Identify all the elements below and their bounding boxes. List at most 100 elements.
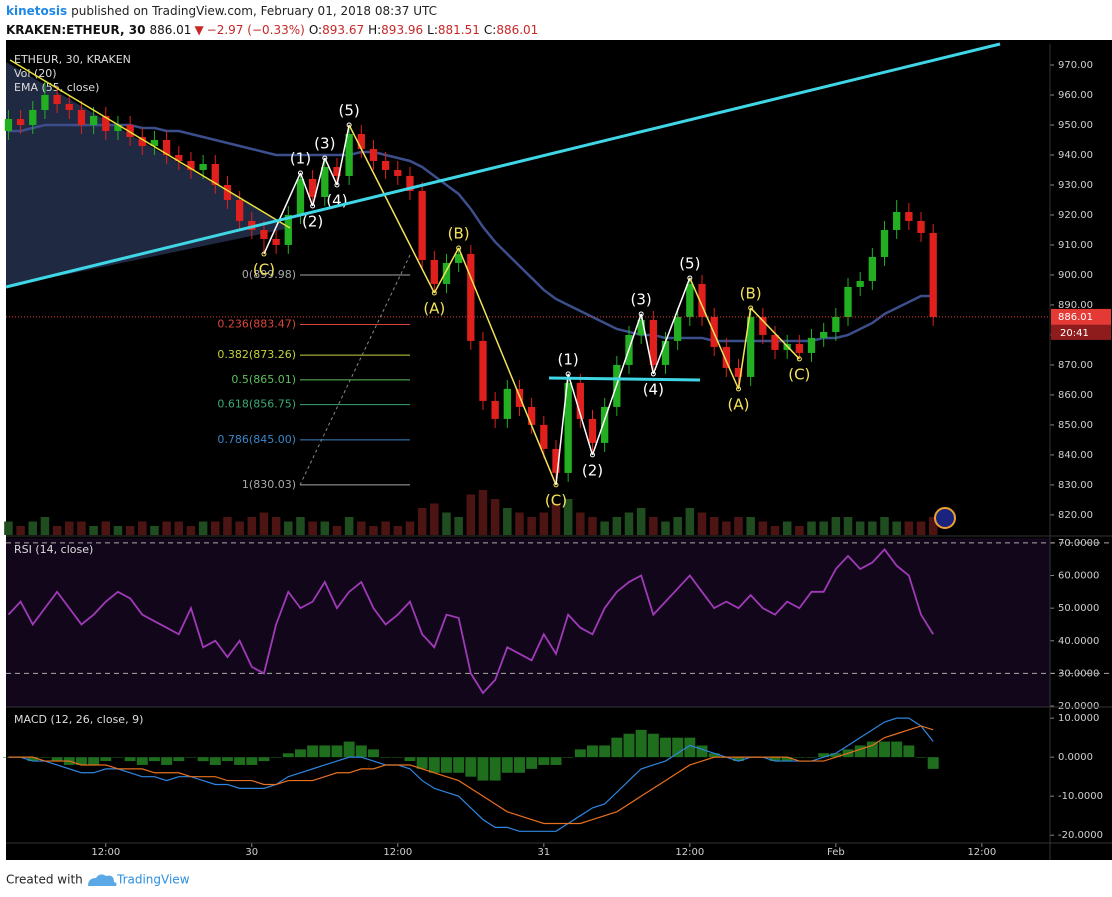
trend-line-cyan: [5, 42, 1001, 289]
volume-bar: [89, 526, 98, 535]
histogram-bar: [221, 757, 233, 762]
histogram-bar: [526, 757, 538, 769]
y-tick-label: 920.00: [1058, 210, 1093, 221]
header-line2: KRAKEN:ETHEUR, 30 886.01 ▼ −2.97 (−0.33%) O:…: [6, 23, 538, 37]
rsi-bg: [6, 538, 1050, 707]
histogram-bar: [818, 753, 830, 758]
histogram-bar: [574, 749, 586, 758]
candle-body: [564, 382, 572, 473]
volume-bar: [393, 526, 403, 535]
y-tick-label: 10.0000: [1058, 713, 1099, 724]
histogram-bar: [562, 757, 574, 758]
candle-body: [601, 406, 609, 443]
wave-line: [689, 277, 740, 390]
candle-body: [868, 256, 876, 281]
histogram-bar: [684, 737, 696, 758]
candle-body: [442, 262, 451, 284]
published: published on TradingView.com, February 0…: [71, 4, 437, 18]
candle-body: [406, 175, 414, 191]
candle-body: [284, 214, 292, 245]
volume-bar: [503, 508, 512, 535]
candle-body: [467, 253, 475, 341]
wave-line: [737, 307, 752, 390]
candle-body: [394, 169, 402, 176]
volume-bar: [892, 521, 901, 535]
x-tick-label: 12:00: [383, 847, 412, 858]
histogram-bar: [124, 757, 136, 762]
histogram-bar: [209, 757, 221, 765]
candle-body: [552, 448, 560, 473]
candle-body: [333, 166, 341, 176]
volume-bar: [150, 526, 159, 535]
symbol: KRAKEN:ETHEUR, 30: [6, 23, 145, 37]
wave-line: [348, 124, 435, 294]
candle-body: [674, 316, 682, 341]
x-tick-label: 12:00: [91, 847, 120, 858]
last-price-label: 886.01: [1058, 312, 1093, 323]
rsi-line: [7, 548, 934, 695]
histogram-bar: [854, 745, 866, 758]
author: kinetosis: [6, 4, 67, 18]
footer-brand[interactable]: TradingView: [116, 873, 190, 887]
ohlc-label: H:: [368, 23, 381, 37]
candle-body: [138, 136, 146, 146]
candle-body: [528, 406, 536, 425]
volume-bar: [259, 512, 269, 535]
wave-line: [640, 313, 655, 375]
histogram-bar: [51, 757, 63, 762]
countdown-box: [1051, 324, 1111, 340]
volume-bar: [284, 521, 293, 535]
volume-bar: [430, 503, 439, 535]
volume-bar: [770, 526, 780, 535]
histogram-bar: [635, 729, 647, 758]
histogram-bar: [428, 757, 440, 773]
wave-point: [456, 245, 462, 251]
histogram-bar: [39, 757, 51, 758]
volume-bar: [904, 521, 914, 535]
x-tick-label: 30: [245, 847, 258, 858]
histogram-bar: [173, 757, 185, 762]
macd-line: [8, 725, 934, 825]
fib-diagonal: [299, 254, 411, 486]
candle-body: [698, 283, 706, 317]
candle-body: [296, 178, 305, 215]
volume-bar: [685, 508, 695, 535]
y-tick-label: 60.0000: [1058, 571, 1099, 582]
volume-bar: [381, 521, 390, 535]
volume-bar: [296, 517, 305, 535]
replay-icon[interactable]: [934, 507, 956, 529]
histogram-bar: [647, 733, 659, 758]
y-tick-label: 950.00: [1058, 120, 1093, 131]
y-tick-label: 930.00: [1058, 180, 1093, 191]
volume-bar: [357, 521, 366, 535]
logo: [88, 874, 117, 886]
candle-body: [430, 259, 438, 284]
fib-label: 0(899.98): [242, 268, 296, 281]
candle-body: [223, 184, 232, 200]
candle-body: [369, 148, 378, 161]
histogram-bar: [660, 737, 671, 758]
candle-body: [235, 199, 244, 221]
fib-label: 0.5(865.01): [231, 373, 296, 386]
volume-bar: [831, 517, 841, 535]
volume-bar: [636, 508, 646, 535]
volume-bar: [235, 521, 244, 535]
histogram-bar: [501, 757, 513, 773]
volume-bar: [515, 512, 524, 535]
ema-line: [8, 123, 934, 343]
ohlc-value: 881.51: [438, 23, 480, 37]
candle-body: [795, 343, 803, 353]
histogram-bar: [282, 753, 294, 758]
ohlc-value: 893.67: [322, 23, 364, 37]
candle-body: [381, 160, 390, 170]
panel-title: MACD (12, 26, close, 9): [14, 713, 143, 726]
candle-body: [661, 340, 670, 365]
wave-line: [555, 373, 569, 485]
volume-bar: [527, 517, 536, 535]
volume-bar: [113, 526, 123, 535]
volume-bar: [624, 512, 634, 535]
wave-line: [457, 247, 557, 486]
candle-body: [807, 337, 816, 353]
histogram-bar: [696, 745, 708, 758]
